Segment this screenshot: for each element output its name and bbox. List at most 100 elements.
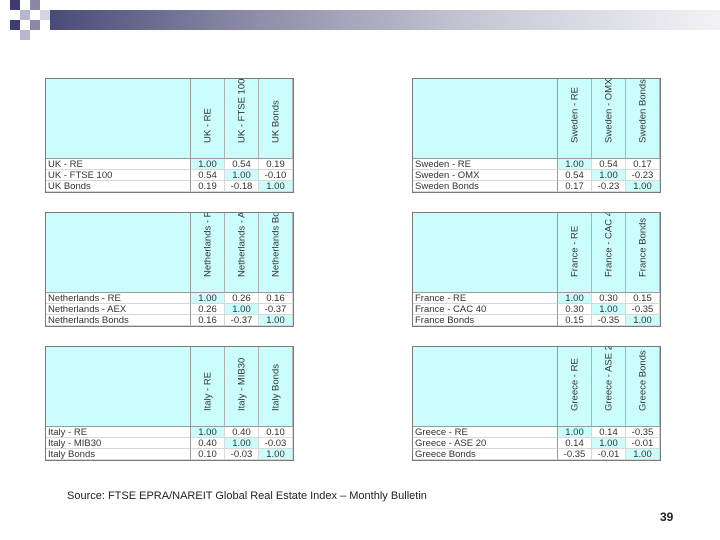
correlation-value: -0.35 — [626, 304, 660, 315]
correlation-value: 1.00 — [191, 293, 225, 304]
correlation-value: 0.17 — [626, 159, 660, 170]
correlation-value: -0.35 — [592, 315, 626, 326]
column-header: Sweden - RE — [558, 79, 592, 159]
column-header-label: Greece Bonds — [637, 350, 648, 411]
correlation-value: 1.00 — [225, 170, 259, 181]
column-header-label: Greece - ASE 20 — [603, 347, 614, 411]
row-label: Greece Bonds — [413, 449, 558, 460]
row-label: Italy Bonds — [46, 449, 191, 460]
correlation-value: 1.00 — [191, 159, 225, 170]
correlation-value: 1.00 — [592, 438, 626, 449]
correlation-value: 0.16 — [191, 315, 225, 326]
row-label: UK Bonds — [46, 181, 191, 192]
column-header: Netherlands - AEX — [225, 213, 259, 293]
column-header: France - CAC 40 — [592, 213, 626, 293]
correlation-value: 0.19 — [259, 159, 293, 170]
gradient-strip — [50, 10, 720, 30]
row-label: Netherlands - AEX — [46, 304, 191, 315]
correlation-value: -0.37 — [259, 304, 293, 315]
column-header-label: France - CAC 40 — [603, 213, 614, 277]
correlation-value: 1.00 — [259, 449, 293, 460]
column-header: France - RE — [558, 213, 592, 293]
row-label: France - RE — [413, 293, 558, 304]
matrix-corner-cell — [46, 79, 191, 159]
row-label: Sweden - RE — [413, 159, 558, 170]
correlation-value: 0.54 — [191, 170, 225, 181]
decor-square-3 — [20, 10, 30, 20]
source-caption: Source: FTSE EPRA/NAREIT Global Real Est… — [67, 490, 427, 502]
correlation-value: -0.03 — [225, 449, 259, 460]
column-header: Sweden Bonds — [626, 79, 660, 159]
title-decoration-bar — [0, 0, 720, 40]
column-header-label: France - RE — [569, 225, 580, 277]
row-label: Italy - RE — [46, 427, 191, 438]
correlation-value: 0.15 — [626, 293, 660, 304]
decor-square-2 — [30, 0, 40, 10]
column-header: UK - RE — [191, 79, 225, 159]
correlation-matrix-greece: Greece - RE Greece - ASE 20 Greece Bonds Gr… — [412, 346, 661, 461]
correlation-matrix-uk: UK - RE UK - FTSE 100 UK Bonds UK - RE 1.00 0… — [45, 78, 294, 193]
correlation-value: 1.00 — [626, 315, 660, 326]
column-header: France Bonds — [626, 213, 660, 293]
correlation-value: -0.35 — [558, 449, 592, 460]
page-number: 39 — [660, 510, 674, 524]
column-header-label: Netherlands - RE — [202, 213, 213, 277]
correlation-matrix-france: France - RE France - CAC 40 France Bonds Fr… — [412, 212, 661, 327]
column-header-label: UK - RE — [202, 108, 213, 143]
decor-square-4 — [40, 10, 50, 20]
correlation-value: 0.14 — [592, 427, 626, 438]
correlation-value: 0.54 — [592, 159, 626, 170]
correlation-value: 0.54 — [558, 170, 592, 181]
row-label: Sweden Bonds — [413, 181, 558, 192]
correlation-value: 1.00 — [626, 449, 660, 460]
matrix-corner-cell — [46, 213, 191, 293]
column-header-label: Sweden - OMX — [603, 79, 614, 143]
row-label: Greece - ASE 20 — [413, 438, 558, 449]
row-label: Italy - MIB30 — [46, 438, 191, 449]
correlation-value: -0.23 — [626, 170, 660, 181]
row-label: France - CAC 40 — [413, 304, 558, 315]
correlation-value: 0.40 — [191, 438, 225, 449]
correlation-value: -0.03 — [259, 438, 293, 449]
row-label: UK - RE — [46, 159, 191, 170]
correlation-value: -0.01 — [592, 449, 626, 460]
row-label: Greece - RE — [413, 427, 558, 438]
row-label: Netherlands - RE — [46, 293, 191, 304]
matrix-corner-cell — [413, 79, 558, 159]
column-header: Netherlands Bonds — [259, 213, 293, 293]
correlation-value: 0.15 — [558, 315, 592, 326]
correlation-value: -0.37 — [225, 315, 259, 326]
column-header: Italy Bonds — [259, 347, 293, 427]
column-header-label: Netherlands Bonds — [270, 213, 281, 277]
column-header: Sweden - OMX — [592, 79, 626, 159]
correlation-matrix-netherlands: Netherlands - RE Netherlands - AEX Netherl… — [45, 212, 294, 327]
column-header: Greece Bonds — [626, 347, 660, 427]
correlation-value: 1.00 — [259, 315, 293, 326]
correlation-value: 1.00 — [225, 438, 259, 449]
correlation-value: -0.23 — [592, 181, 626, 192]
matrix-corner-cell — [413, 347, 558, 427]
column-header: Greece - ASE 20 — [592, 347, 626, 427]
correlation-value: 1.00 — [259, 181, 293, 192]
column-header-label: Italy - MIB30 — [236, 357, 247, 411]
correlation-value: 0.30 — [558, 304, 592, 315]
column-header: UK - FTSE 100 — [225, 79, 259, 159]
correlation-value: 1.00 — [558, 427, 592, 438]
column-header-label: UK - FTSE 100 — [236, 79, 247, 143]
column-header-label: Italy Bonds — [270, 364, 281, 411]
column-header: Italy - MIB30 — [225, 347, 259, 427]
correlation-value: -0.35 — [626, 427, 660, 438]
correlation-value: 0.54 — [225, 159, 259, 170]
correlation-value: 0.26 — [225, 293, 259, 304]
column-header-label: Sweden Bonds — [637, 79, 648, 143]
correlation-value: 1.00 — [592, 170, 626, 181]
correlation-value: -0.01 — [626, 438, 660, 449]
correlation-value: 1.00 — [558, 293, 592, 304]
matrix-corner-cell — [413, 213, 558, 293]
correlation-value: 0.40 — [225, 427, 259, 438]
correlation-value: 0.14 — [558, 438, 592, 449]
column-header: Netherlands - RE — [191, 213, 225, 293]
correlation-matrix-sweden: Sweden - RE Sweden - OMX Sweden Bonds Swede… — [412, 78, 661, 193]
correlation-value: 1.00 — [558, 159, 592, 170]
correlation-value: 0.10 — [259, 427, 293, 438]
